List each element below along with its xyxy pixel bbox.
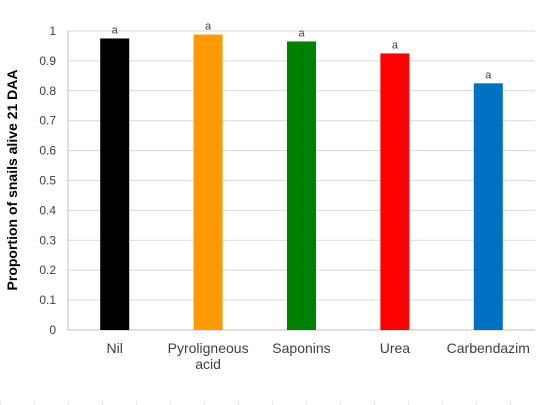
y-tick-label: 0.2: [39, 263, 56, 277]
category-label: Saponins: [272, 340, 330, 356]
y-tick-labels: 0 0.1 0.2 0.3 0.4 0.5 0.6 0.7 0.8 0.9 1: [39, 24, 56, 337]
category-label: Pyroligneous: [168, 340, 249, 356]
category-label: Urea: [380, 340, 411, 356]
significance-labels: a a a a a: [112, 21, 493, 82]
significance-label: a: [392, 39, 399, 51]
y-tick-label: 0.1: [39, 293, 56, 307]
y-tick-label: 0: [49, 323, 56, 337]
category-label: acid: [195, 356, 221, 372]
bar: [193, 34, 223, 330]
y-tick-label: 0.6: [39, 144, 56, 158]
y-tick-label: 1: [49, 24, 56, 38]
y-axis-title: Proportion of snails alive 21 DAA: [4, 70, 20, 291]
category-label: Nil: [107, 340, 123, 356]
significance-label: a: [298, 27, 305, 39]
y-tick-label: 0.7: [39, 114, 56, 128]
bar: [473, 83, 503, 330]
bar: [380, 53, 410, 331]
bottom-divider: [0, 401, 540, 405]
bars: [100, 34, 503, 331]
significance-label: a: [485, 69, 492, 81]
y-tick-label: 0.3: [39, 233, 56, 247]
y-tick-label: 0.8: [39, 84, 56, 98]
y-tick-label: 0.9: [39, 54, 56, 68]
bar: [287, 41, 316, 331]
bar: [100, 38, 130, 330]
y-tick-label: 0.5: [39, 174, 56, 188]
y-tick-label: 0.4: [39, 203, 56, 217]
significance-label: a: [205, 21, 212, 33]
significance-label: a: [112, 24, 119, 36]
category-label: Carbendazim: [447, 340, 530, 356]
